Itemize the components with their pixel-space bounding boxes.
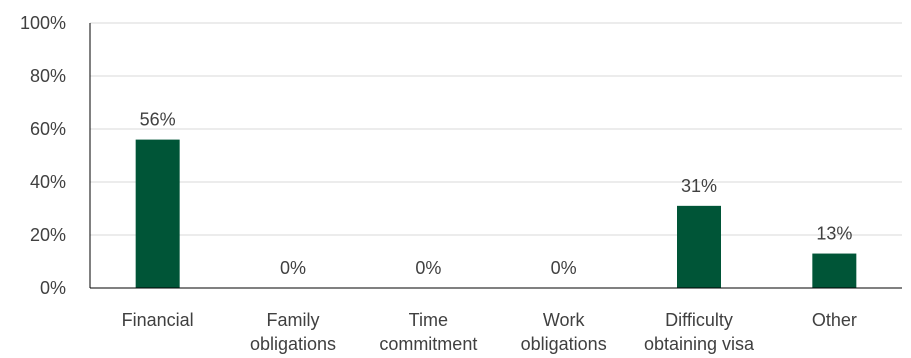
category-label-line: Time: [409, 310, 448, 330]
y-tick-labels: 0% 20% 40% 60% 80% 100%: [20, 13, 66, 298]
category-label-line: Difficulty: [665, 310, 733, 330]
y-tick-label: 60%: [30, 119, 66, 139]
category-label: Difficulty obtaining visa: [644, 310, 755, 354]
category-label-line: obligations: [521, 334, 607, 354]
bar: [677, 205, 721, 288]
category-label-line: Financial: [122, 310, 194, 330]
category-label-line: Family: [267, 310, 320, 330]
category-label-line: obligations: [250, 334, 336, 354]
y-tick-label: 100%: [20, 13, 66, 33]
data-label: 0%: [415, 258, 441, 278]
category-label-line: Work: [543, 310, 586, 330]
category-label-line: Other: [812, 310, 857, 330]
category-label: Family obligations: [250, 310, 336, 354]
y-tick-label: 20%: [30, 225, 66, 245]
category-label: Financial: [122, 310, 194, 330]
category-label: Time commitment: [379, 310, 477, 354]
category-label: Work obligations: [521, 310, 607, 354]
bar: [812, 253, 857, 288]
y-tick-label: 40%: [30, 172, 66, 192]
data-label: 56%: [140, 110, 176, 130]
data-label: 13%: [816, 224, 852, 244]
category-labels: Financial Family obligations Time commitment…: [122, 310, 857, 354]
data-label: 31%: [681, 176, 717, 196]
y-tick-label: 80%: [30, 66, 66, 86]
category-label-line: obtaining visa: [644, 334, 755, 354]
bar: [135, 139, 180, 288]
data-label: 0%: [280, 258, 306, 278]
data-labels: 56% 0% 0% 0% 31% 13%: [140, 110, 853, 278]
gridlines: [90, 22, 902, 236]
data-label: 0%: [551, 258, 577, 278]
bars: [135, 139, 857, 288]
axes: [89, 23, 902, 289]
category-label: Other: [812, 310, 857, 330]
y-tick-label: 0%: [40, 278, 66, 298]
category-label-line: commitment: [379, 334, 477, 354]
